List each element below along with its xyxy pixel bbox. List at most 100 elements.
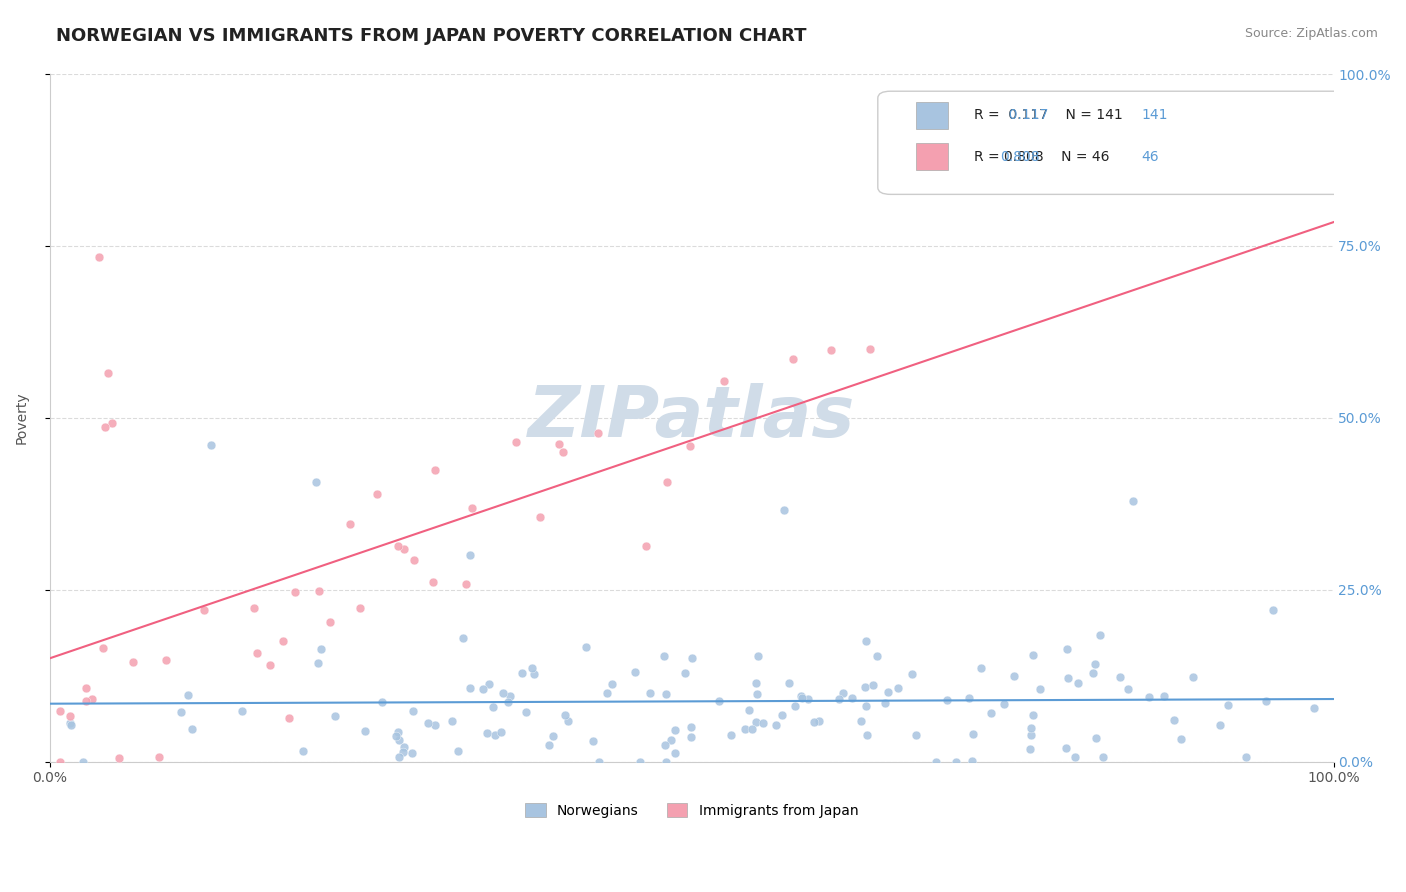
Point (993, 697, 1015, 711)
Point (1209, 718, 1232, 732)
Point (745, 687, 768, 701)
Point (659, 733, 682, 747)
Point (1019, 721, 1042, 735)
Point (655, 755, 678, 769)
Point (957, 691, 980, 706)
Point (655, 687, 678, 701)
Point (886, 681, 908, 695)
Point (305, 475, 328, 489)
Point (905, 728, 928, 742)
Point (97, 366, 120, 380)
Point (640, 686, 662, 700)
Point (91, 640, 114, 655)
Point (1303, 701, 1326, 715)
Point (745, 714, 768, 729)
Point (772, 502, 794, 516)
Point (1084, 657, 1107, 671)
Point (200, 438, 222, 452)
Point (447, 744, 470, 758)
Point (75, 681, 97, 695)
Point (148, 749, 170, 764)
Point (841, 690, 863, 705)
Point (401, 747, 423, 761)
Point (170, 705, 193, 719)
Point (278, 711, 301, 725)
Point (392, 740, 415, 755)
Point (349, 601, 371, 615)
Point (849, 714, 872, 729)
Point (451, 631, 474, 645)
Point (1256, 694, 1278, 708)
Point (1116, 682, 1139, 697)
Point (94, 419, 117, 434)
Point (681, 720, 703, 734)
Point (292, 744, 315, 758)
Point (371, 695, 394, 709)
Point (1022, 648, 1045, 662)
Point (831, 686, 853, 700)
Point (72, 755, 94, 769)
FancyBboxPatch shape (917, 102, 949, 129)
Point (654, 738, 676, 752)
Point (1182, 670, 1205, 684)
Point (1002, 668, 1025, 682)
Point (246, 646, 269, 660)
Point (1153, 689, 1175, 703)
FancyBboxPatch shape (877, 91, 1353, 194)
Point (681, 650, 703, 665)
Point (388, 749, 411, 764)
Point (855, 698, 877, 713)
Point (87, 250, 110, 264)
Point (1057, 671, 1080, 685)
Point (855, 633, 877, 648)
Point (925, 755, 948, 769)
Point (505, 435, 527, 450)
Point (48, 755, 70, 769)
Point (747, 648, 769, 663)
Point (515, 705, 537, 719)
Point (458, 681, 481, 695)
Point (284, 585, 307, 599)
Point (353, 724, 375, 739)
Point (575, 640, 598, 655)
Point (935, 693, 957, 707)
Point (1064, 750, 1087, 764)
Point (862, 678, 884, 692)
Point (741, 723, 763, 737)
FancyBboxPatch shape (917, 143, 949, 170)
Point (652, 649, 675, 664)
Point (510, 666, 533, 681)
Text: NORWEGIAN VS IMMIGRANTS FROM JAPAN POVERTY CORRELATION CHART: NORWEGIAN VS IMMIGRANTS FROM JAPAN POVER… (56, 27, 807, 45)
Point (366, 487, 388, 501)
Point (1067, 676, 1090, 690)
Point (458, 548, 481, 562)
Point (484, 728, 506, 742)
Point (797, 691, 820, 706)
Point (387, 725, 409, 739)
Point (588, 425, 610, 440)
Point (478, 677, 501, 691)
Point (193, 603, 215, 617)
Point (385, 729, 408, 743)
Point (418, 715, 440, 730)
Text: R = 0.808    N = 46: R = 0.808 N = 46 (974, 150, 1109, 163)
Point (707, 694, 730, 708)
Point (962, 727, 984, 741)
Point (181, 722, 204, 736)
Point (969, 661, 991, 675)
Text: Source: ZipAtlas.com: Source: ZipAtlas.com (1244, 27, 1378, 40)
Point (557, 714, 579, 728)
Point (80, 691, 103, 706)
Point (422, 575, 444, 590)
Point (423, 463, 446, 477)
Point (778, 675, 800, 690)
Point (388, 733, 411, 747)
Point (960, 754, 983, 768)
Point (808, 714, 831, 728)
Point (1263, 603, 1285, 617)
Point (1019, 742, 1042, 756)
Point (1054, 740, 1077, 755)
Point (339, 517, 361, 532)
Point (472, 682, 495, 697)
Point (59, 716, 82, 731)
